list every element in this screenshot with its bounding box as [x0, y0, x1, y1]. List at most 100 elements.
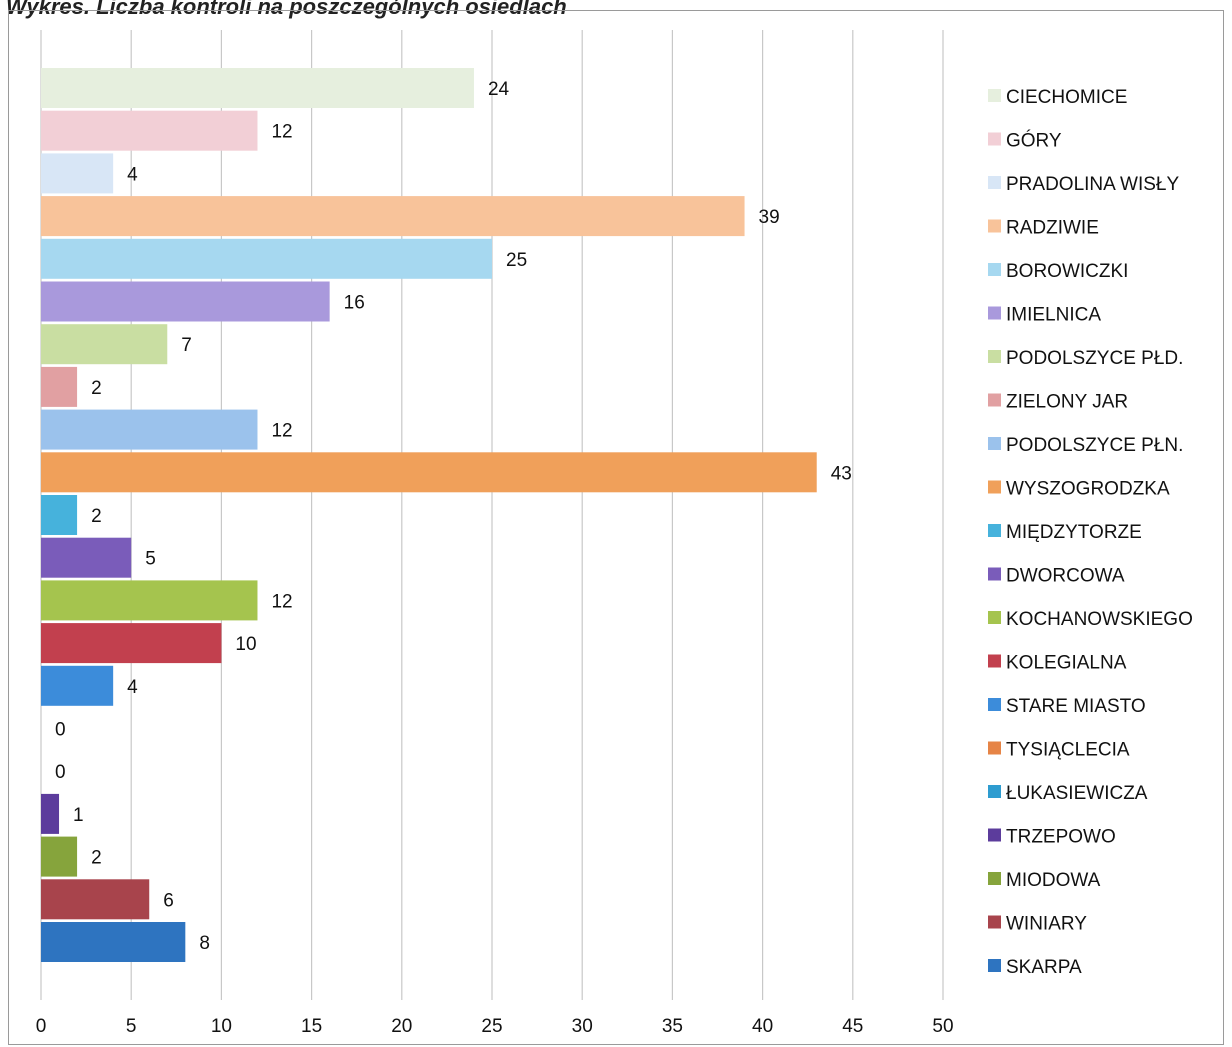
legend-swatch: [988, 524, 1001, 537]
legend-label: GÓRY: [1006, 130, 1062, 152]
data-label: 25: [506, 250, 527, 271]
x-tick-label: 50: [932, 1016, 953, 1037]
legend-label: IMIELNICA: [1006, 305, 1101, 326]
legend-label: TRZEPOWO: [1006, 827, 1116, 848]
bar: [41, 238, 492, 279]
legend-swatch: [988, 828, 1001, 842]
legend-label: MIĘDZYTORZE: [1006, 522, 1142, 543]
legend-label: BOROWICZKI: [1006, 261, 1128, 282]
data-label: 2: [91, 378, 102, 399]
data-label: 16: [344, 293, 365, 314]
legend-label: KOLEGIALNA: [1006, 653, 1127, 674]
legend-swatch: [988, 872, 1001, 885]
bar: [41, 623, 222, 664]
legend-label: DWORCOWA: [1006, 566, 1125, 587]
grid-lines: [40, 30, 944, 1000]
bar: [41, 324, 168, 365]
data-label: 6: [163, 890, 174, 911]
legend-label: RADZIWIE: [1006, 218, 1099, 239]
legend-label: PODOLSZYCE PŁD.: [1006, 348, 1183, 369]
bar: [41, 836, 78, 877]
data-label: 43: [831, 463, 852, 484]
x-tick-label: 25: [481, 1016, 502, 1037]
bar: [41, 452, 817, 493]
x-tick-label: 10: [211, 1016, 232, 1037]
legend-label: MIODOWA: [1006, 870, 1101, 891]
bar: [41, 110, 258, 151]
bar: [41, 153, 114, 194]
legend-swatch: [988, 785, 1001, 798]
bar: [41, 793, 60, 834]
legend-swatch: [988, 89, 1001, 102]
bar: [41, 196, 745, 237]
legend-swatch: [988, 698, 1001, 711]
bar: [41, 68, 474, 108]
bar: [41, 879, 150, 920]
legend-label: ZIELONY JAR: [1006, 392, 1128, 413]
data-label: 7: [181, 335, 192, 356]
data-label: 2: [91, 506, 102, 527]
data-label: 4: [127, 164, 138, 185]
bar: [41, 495, 78, 535]
data-label: 39: [759, 207, 780, 228]
bars: [41, 68, 817, 962]
data-label: 0: [55, 720, 66, 741]
legend-label: WINIARY: [1006, 914, 1087, 935]
bar: [41, 580, 258, 621]
bar: [41, 409, 258, 450]
legend-label: PRADOLINA WISŁY: [1006, 174, 1179, 195]
data-label: 12: [271, 122, 292, 143]
legend-swatch: [988, 741, 1001, 755]
legend-label: WYSZOGRODZKA: [1006, 479, 1170, 500]
x-tick-label: 35: [662, 1016, 683, 1037]
legend-swatch: [988, 306, 1001, 320]
legend-label: SKARPA: [1006, 957, 1082, 978]
bar: [41, 537, 132, 578]
legend-swatch: [988, 959, 1001, 972]
x-tick-label: 0: [36, 1016, 47, 1037]
data-label: 2: [91, 848, 102, 869]
data-label: 10: [235, 634, 256, 655]
legend-swatch: [988, 350, 1001, 363]
x-tick-label: 30: [572, 1016, 593, 1037]
data-label: 4: [127, 677, 138, 698]
legend-swatch: [988, 915, 1001, 929]
legend-swatch: [988, 219, 1001, 233]
legend: CIECHOMICE GÓRY PRADOLINA WISŁY RADZIWIE BOR…: [988, 87, 1193, 978]
chart-frame: [8, 10, 1224, 1045]
legend-swatch: [988, 611, 1001, 624]
legend-swatch: [988, 567, 1001, 581]
x-axis: 0 5 10 15 20 25 30 35 40 45 50: [36, 1016, 954, 1037]
x-tick-label: 5: [126, 1016, 137, 1037]
chart-title: Wykres. Liczba kontroli na poszczególnyc…: [6, 0, 567, 19]
data-label: 8: [199, 933, 210, 954]
bar: [41, 922, 186, 962]
legend-swatch: [988, 132, 1001, 146]
x-tick-label: 15: [301, 1016, 322, 1037]
bar: [41, 366, 78, 407]
legend-swatch: [988, 176, 1001, 189]
legend-label: CIECHOMICE: [1006, 87, 1127, 108]
legend-label: STARE MIASTO: [1006, 696, 1146, 717]
legend-label: TYSIĄCLECIA: [1006, 740, 1130, 761]
legend-swatch: [988, 654, 1001, 668]
data-label: 0: [55, 762, 66, 783]
legend-swatch: [988, 437, 1001, 450]
data-label: 12: [271, 591, 292, 612]
legend-swatch: [988, 480, 1001, 494]
legend-label: KOCHANOWSKIEGO: [1006, 609, 1193, 630]
bar: [41, 665, 114, 706]
data-label: 24: [488, 79, 510, 100]
x-tick-label: 45: [842, 1016, 863, 1037]
bar: [41, 281, 330, 322]
data-label: 5: [145, 549, 156, 570]
x-tick-label: 20: [391, 1016, 412, 1037]
x-tick-label: 40: [752, 1016, 773, 1037]
legend-swatch: [988, 263, 1001, 276]
data-label: 1: [73, 805, 84, 826]
data-label: 12: [271, 421, 292, 442]
legend-label: ŁUKASIEWICZA: [1006, 783, 1148, 804]
legend-label: PODOLSZYCE PŁN.: [1006, 435, 1183, 456]
